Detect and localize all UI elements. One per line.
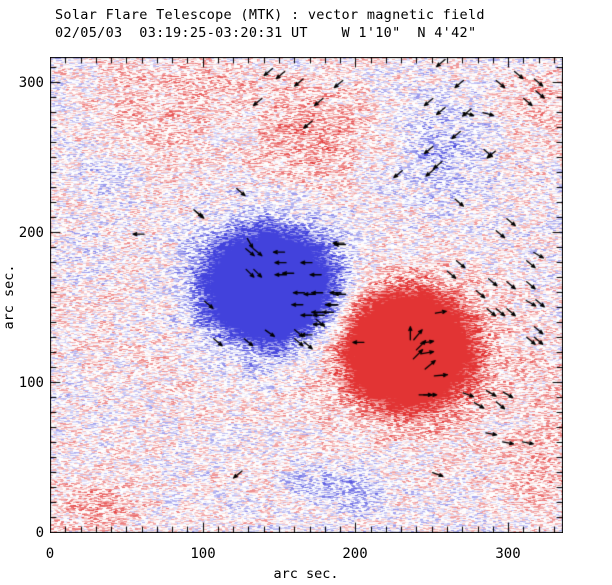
x-tick-label-0: 0 xyxy=(45,546,55,562)
figure-subtitle: 02/05/03 03:19:25-03:20:31 UT W 1'10" N … xyxy=(55,25,477,41)
magnetogram-canvas xyxy=(50,57,563,533)
figure-title: Solar Flare Telescope (MTK) : vector mag… xyxy=(55,7,485,23)
x-axis-label: arc sec. xyxy=(273,566,339,582)
x-tick-label-300: 300 xyxy=(495,546,521,562)
y-tick-label-0: 0 xyxy=(35,525,44,541)
x-tick-label-200: 200 xyxy=(342,546,368,562)
y-tick-label-200: 200 xyxy=(18,225,44,241)
y-axis-label: arc sec. xyxy=(1,264,17,330)
y-tick-label-100: 100 xyxy=(18,375,44,391)
x-tick-label-100: 100 xyxy=(190,546,216,562)
y-tick-label-300: 300 xyxy=(18,75,44,91)
